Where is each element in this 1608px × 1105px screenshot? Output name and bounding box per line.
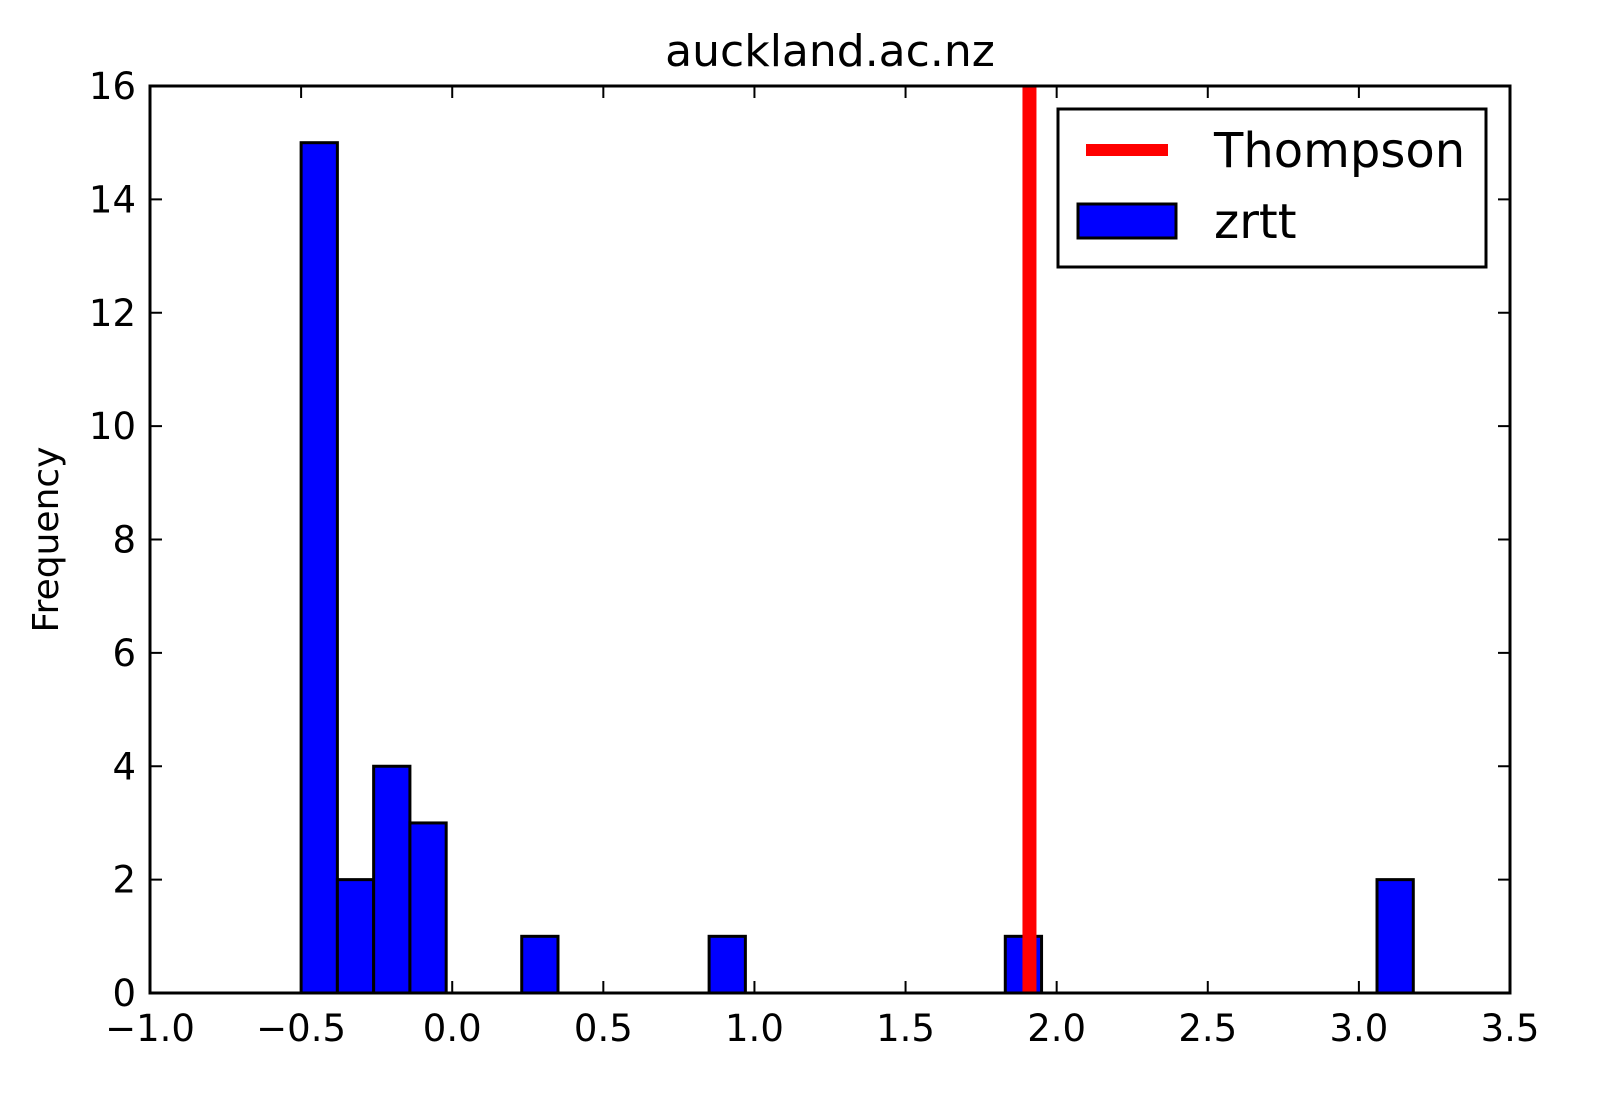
legend-swatch-zrtt [1076, 202, 1178, 240]
y-tick-label: 14 [89, 178, 136, 221]
legend: Thompson zrtt [1056, 107, 1488, 269]
bars-layer [299, 141, 1415, 995]
x-tick-label: 3.0 [1329, 1007, 1388, 1050]
x-tick-label: 2.5 [1178, 1007, 1237, 1050]
histogram-bar-3 [408, 821, 448, 995]
histogram-bar-4 [520, 934, 560, 995]
x-tick-label: 2.0 [1027, 1007, 1086, 1050]
x-tick-label: 0.5 [574, 1007, 633, 1050]
x-tick-label: 3.5 [1481, 1007, 1540, 1050]
y-tick-label: 4 [112, 745, 136, 788]
histogram-bar-1 [335, 878, 376, 995]
y-tick-label: 16 [89, 65, 136, 108]
x-tick-label: 1.0 [725, 1007, 784, 1050]
x-tick-label: 1.5 [876, 1007, 935, 1050]
y-tick-label: 8 [112, 519, 136, 562]
legend-box [1056, 107, 1488, 269]
y-tick-label: 6 [112, 632, 136, 675]
legend-label-zrtt: zrtt [1214, 194, 1297, 250]
x-tick-label: 0.0 [423, 1007, 482, 1050]
y-tick-label: 10 [89, 405, 136, 448]
x-tick-label: −1.0 [105, 1007, 195, 1050]
histogram-bar-5 [707, 934, 747, 995]
y-tick-label: 0 [112, 972, 136, 1015]
x-tick-label: −0.5 [256, 1007, 346, 1050]
y-axis-label: Frequency [26, 447, 67, 633]
histogram-bar-7 [1375, 878, 1415, 995]
y-tick-label: 2 [112, 859, 136, 902]
legend-label-thompson: Thompson [1213, 123, 1465, 179]
ticks-layer: −1.0 −0.5 0.0 0.5 1.0 1.5 2.0 2.5 3.0 3.5 0 2 4 6 8 10 1… [89, 65, 1540, 1050]
chart-title: auckland.ac.nz [665, 26, 995, 77]
y-tick-label: 12 [89, 292, 136, 335]
histogram-bar-2 [372, 764, 412, 995]
histogram-bar-0 [299, 141, 339, 995]
